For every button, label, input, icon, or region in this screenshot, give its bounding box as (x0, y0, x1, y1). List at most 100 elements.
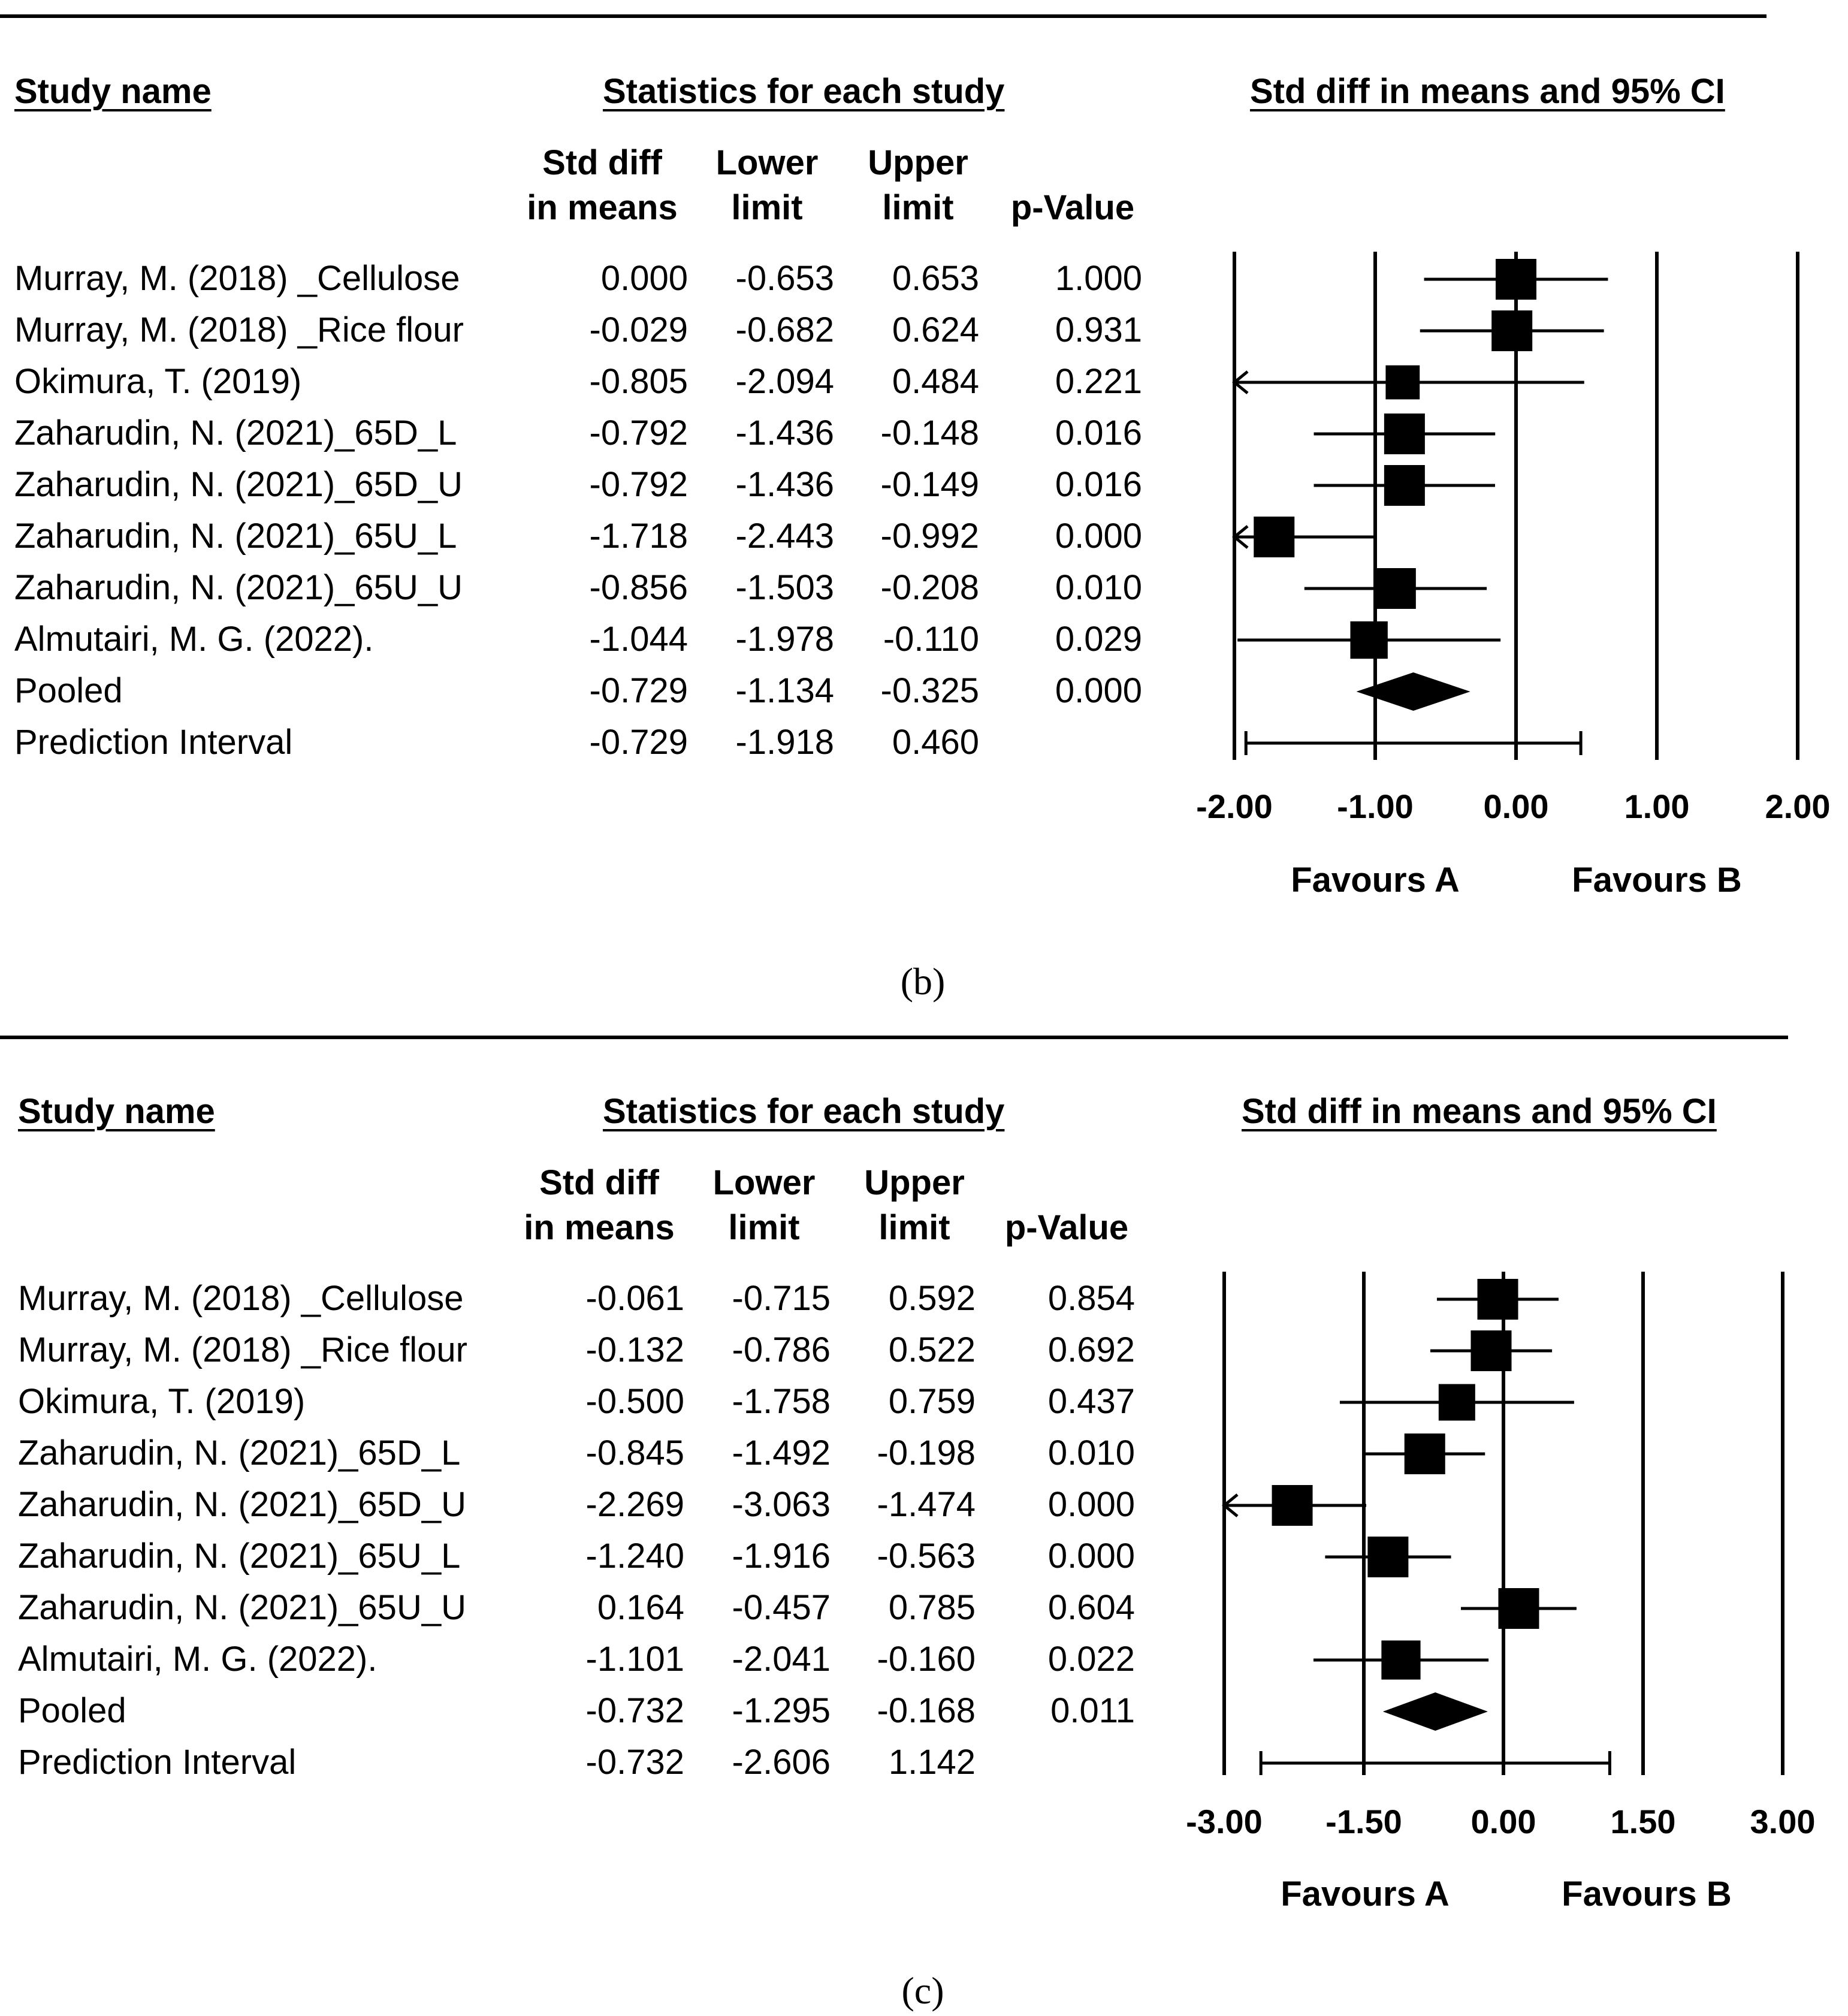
lower-limit-cell: -1.436 (735, 414, 834, 452)
upper-limit-cell: -0.149 (880, 465, 979, 504)
std-diff-cell: -1.044 (589, 620, 688, 659)
p-value-cell: 0.000 (1055, 517, 1142, 556)
effect-square (1404, 1433, 1445, 1474)
col-lower-line1: Lower (715, 143, 819, 182)
std-diff-cell: -0.856 (589, 568, 688, 607)
header-plot-title: Std diff in means and 95% CI (1250, 72, 1725, 111)
study-name-cell: Okimura, T. (2019) (18, 1382, 306, 1421)
effect-square (1438, 1384, 1475, 1421)
x-tick-label: -1.50 (1325, 1803, 1402, 1840)
std-diff-cell: -0.732 (585, 1743, 684, 1782)
favours-b-label: Favours B (1562, 1875, 1732, 1914)
effect-square (1385, 365, 1420, 400)
upper-limit-cell: 0.592 (888, 1279, 976, 1318)
upper-limit-cell: -0.325 (880, 671, 979, 710)
lower-limit-cell: -2.041 (732, 1640, 831, 1679)
panel-caption: (b) (900, 960, 946, 1003)
std-diff-cell: -2.269 (585, 1485, 684, 1524)
effect-square (1496, 259, 1536, 300)
header-study-name: Study name (18, 1092, 215, 1131)
std-diff-cell: -0.061 (585, 1279, 684, 1318)
study-name-cell: Zaharudin, N. (2021)_65U_L (14, 517, 457, 556)
study-name-cell: Zaharudin, N. (2021)_65U_U (14, 568, 463, 607)
study-name-cell: Okimura, T. (2019) (14, 362, 302, 401)
upper-limit-cell: -0.992 (880, 517, 979, 556)
x-tick-label: 3.00 (1750, 1803, 1816, 1840)
study-name-cell: Zaharudin, N. (2021)_65D_L (14, 414, 457, 452)
p-value-cell: 0.854 (1047, 1279, 1135, 1318)
ci-arrow (1232, 370, 1249, 394)
favours-a-label: Favours A (1291, 861, 1460, 900)
p-value-cell: 0.000 (1047, 1485, 1135, 1524)
std-diff-cell: -0.805 (589, 362, 688, 401)
x-tick-label: -3.00 (1186, 1803, 1263, 1840)
lower-limit-cell: -1.758 (732, 1382, 831, 1421)
p-value-cell: 0.016 (1055, 465, 1142, 504)
p-value-cell: 0.604 (1047, 1588, 1135, 1627)
x-tick-label: 2.00 (1765, 787, 1831, 825)
std-diff-cell: -1.101 (585, 1640, 684, 1679)
col-std-diff-line1: Std diff (542, 143, 662, 182)
forest-plot (1232, 252, 1799, 760)
upper-limit-cell: -0.563 (877, 1537, 976, 1576)
upper-limit-cell: -0.160 (877, 1640, 976, 1679)
std-diff-cell: -0.132 (585, 1330, 684, 1369)
ci-arrow (1222, 1493, 1239, 1517)
favours-a-label: Favours A (1281, 1875, 1450, 1914)
upper-limit-cell: -1.474 (877, 1485, 976, 1524)
lower-limit-cell: -0.715 (732, 1279, 831, 1318)
pooled-diamond (1382, 1692, 1488, 1731)
p-value-cell: 0.692 (1047, 1330, 1135, 1369)
lower-limit-cell: -0.682 (735, 310, 834, 349)
lower-limit-cell: -1.492 (732, 1433, 831, 1472)
col-p-value: p-Value (1004, 1208, 1129, 1247)
lower-limit-cell: -0.457 (732, 1588, 831, 1627)
std-diff-cell: -0.792 (589, 414, 688, 452)
upper-limit-cell: 0.759 (888, 1382, 976, 1421)
effect-square (1384, 414, 1425, 454)
study-name-cell: Zaharudin, N. (2021)_65U_U (18, 1588, 466, 1627)
col-upper-line1: Upper (868, 143, 968, 182)
std-diff-cell: 0.164 (597, 1588, 684, 1627)
upper-limit-cell: -0.148 (880, 414, 979, 452)
upper-limit-cell: 0.624 (892, 310, 979, 349)
p-value-cell: 0.029 (1055, 620, 1142, 659)
x-tick-label: -2.00 (1196, 787, 1273, 825)
panel-caption: (c) (901, 1969, 944, 2012)
study-name-cell: Zaharudin, N. (2021)_65D_L (18, 1433, 461, 1472)
effect-square (1477, 1279, 1518, 1320)
lower-limit-cell: -1.134 (735, 671, 834, 710)
col-upper-line1: Upper (864, 1163, 965, 1202)
study-name-cell: Almutairi, M. G. (2022). (14, 620, 374, 659)
upper-limit-cell: 0.653 (892, 259, 979, 298)
study-name-cell: Zaharudin, N. (2021)_65U_L (18, 1537, 461, 1576)
study-name-cell: Zaharudin, N. (2021)_65D_U (18, 1485, 466, 1524)
upper-limit-cell: -0.110 (883, 620, 979, 659)
lower-limit-cell: -3.063 (732, 1485, 831, 1524)
study-name-cell: Zaharudin, N. (2021)_65D_U (14, 465, 463, 504)
std-diff-cell: -1.718 (589, 517, 688, 556)
effect-square (1375, 568, 1416, 609)
study-name-cell: Prediction Interval (18, 1743, 297, 1782)
study-name-cell: Almutairi, M. G. (2022). (18, 1640, 378, 1679)
lower-limit-cell: -0.653 (735, 259, 834, 298)
effect-square (1367, 1537, 1409, 1577)
std-diff-cell: -0.029 (589, 310, 688, 349)
std-diff-cell: -0.729 (589, 723, 688, 762)
header-statistics: Statistics for each study (603, 1092, 1005, 1131)
p-value-cell: 0.010 (1047, 1433, 1135, 1472)
lower-limit-cell: -1.295 (732, 1691, 831, 1730)
p-value-cell: 0.437 (1047, 1382, 1135, 1421)
top-rule (0, 14, 1767, 18)
p-value-cell: 0.022 (1047, 1640, 1135, 1679)
upper-limit-cell: 1.142 (888, 1743, 976, 1782)
study-name-cell: Murray, M. (2018) _Cellulose (18, 1279, 464, 1318)
ci-arrow (1232, 525, 1249, 549)
col-std-diff-line1: Std diff (539, 1163, 659, 1202)
lower-limit-cell: -2.606 (732, 1743, 831, 1782)
x-tick-label: 1.00 (1624, 787, 1690, 825)
separator-rule (0, 1036, 1788, 1039)
p-value-cell: 0.011 (1050, 1691, 1135, 1730)
upper-limit-cell: -0.208 (880, 568, 979, 607)
